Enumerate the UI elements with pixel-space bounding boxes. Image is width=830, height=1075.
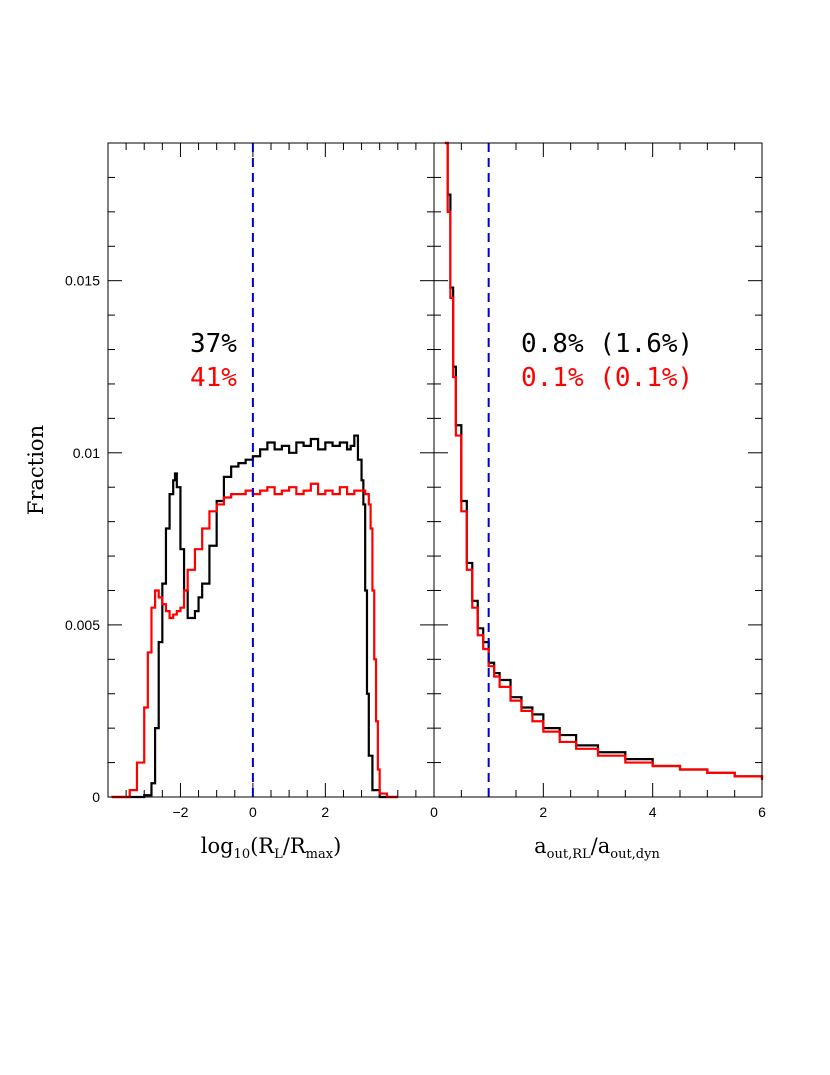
x-tick-label: 4 (649, 804, 657, 820)
right-x-axis-label: aout,RL/aout,dyn (534, 834, 660, 862)
right-annotation-red: 0.1% (0.1%) (521, 363, 693, 393)
panel-left: −2 0 2 0 0.005 0.01 0.015 37% 41% log10(RL/Rma… (24, 142, 435, 862)
y-tick-label: 0.01 (73, 445, 100, 461)
x-tick-label: 2 (321, 804, 329, 820)
y-tick-label: 0 (92, 789, 100, 805)
x-tick-label: 6 (758, 804, 766, 820)
left-x-axis-label: log10(RL/Rmax) (201, 834, 342, 862)
panel-right: 0 2 4 6 0.8% (1.6%) 0.1% (0.1%) aout,RL/aou… (430, 141, 766, 862)
series-black-line (111, 434, 398, 799)
x-tick-label: 0 (430, 804, 438, 820)
left-annotation-red: 41% (190, 363, 237, 393)
y-axis-label: Fraction (24, 425, 48, 515)
series-black-line (444, 141, 764, 780)
left-tick-labels: −2 0 2 0 0.005 0.01 0.015 (65, 273, 329, 820)
right-series (444, 141, 764, 797)
right-annotation-black: 0.8% (1.6%) (521, 329, 693, 359)
right-ticks (433, 142, 763, 798)
left-plot-frame (107, 142, 435, 798)
right-plot-frame (433, 142, 763, 798)
x-tick-label: 2 (539, 804, 547, 820)
y-tick-label: 0.005 (65, 617, 100, 633)
y-tick-label: 0.015 (65, 273, 100, 289)
left-ticks (107, 142, 435, 798)
x-tick-label: 0 (249, 804, 257, 820)
x-tick-label: −2 (172, 804, 188, 820)
left-annotation-black: 37% (190, 329, 237, 359)
series-red-line (444, 141, 764, 780)
right-tick-labels: 0 2 4 6 (430, 804, 766, 820)
left-series (111, 143, 398, 799)
